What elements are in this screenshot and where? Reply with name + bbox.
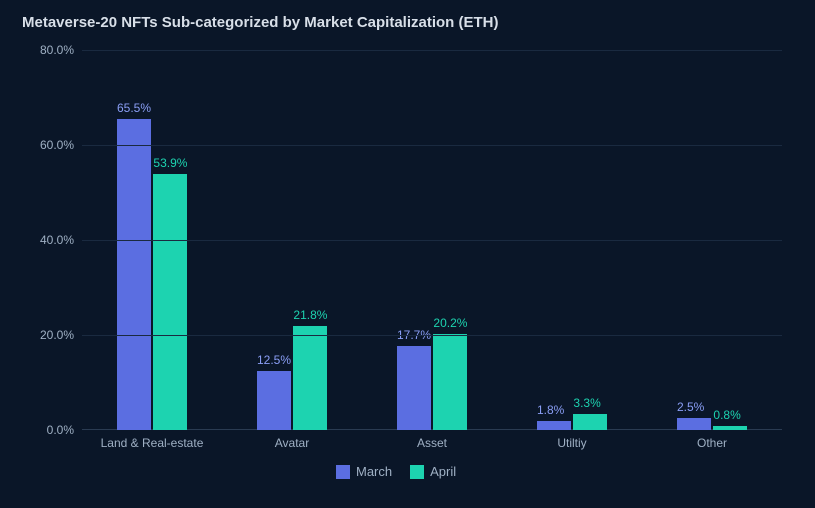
bar-value-label: 65.5%: [117, 101, 151, 115]
bar-value-label: 20.2%: [433, 316, 467, 330]
y-tick-label: 20.0%: [40, 328, 82, 342]
bar-value-label: 21.8%: [293, 308, 327, 322]
bar-value-label: 0.8%: [713, 408, 740, 422]
bar-value-label: 53.9%: [153, 156, 187, 170]
chart-title: Metaverse-20 NFTs Sub-categorized by Mar…: [22, 14, 499, 31]
y-tick-label: 60.0%: [40, 138, 82, 152]
legend-swatch: [336, 465, 350, 479]
bar-value-label: 1.8%: [537, 403, 564, 417]
x-tick-label: Asset: [417, 430, 447, 450]
x-tick-label: Other: [697, 430, 727, 450]
legend-label: March: [356, 464, 392, 479]
legend: March April: [336, 464, 456, 479]
x-tick-label: Avatar: [275, 430, 309, 450]
gridline: [82, 50, 782, 51]
bar-value-label: 3.3%: [573, 396, 600, 410]
y-tick-label: 80.0%: [40, 43, 82, 57]
y-tick-label: 0.0%: [47, 423, 82, 437]
bar-value-label: 12.5%: [257, 353, 291, 367]
bar: [257, 371, 291, 430]
bar: [433, 334, 467, 430]
chart-container: Metaverse-20 NFTs Sub-categorized by Mar…: [0, 0, 815, 508]
x-tick-label: Utiltiy: [557, 430, 586, 450]
bar: [537, 421, 571, 430]
bar: [573, 414, 607, 430]
bar-value-label: 2.5%: [677, 400, 704, 414]
y-tick-label: 40.0%: [40, 233, 82, 247]
gridline: [82, 145, 782, 146]
legend-label: April: [430, 464, 456, 479]
gridline: [82, 335, 782, 336]
legend-item: April: [410, 464, 456, 479]
plot-area: 65.5%53.9%Land & Real-estate12.5%21.8%Av…: [82, 50, 782, 430]
bar: [293, 326, 327, 430]
legend-swatch: [410, 465, 424, 479]
legend-item: March: [336, 464, 392, 479]
x-tick-label: Land & Real-estate: [101, 430, 204, 450]
bar: [677, 418, 711, 430]
bar: [153, 174, 187, 430]
bar: [117, 119, 151, 430]
bar: [397, 346, 431, 430]
gridline: [82, 240, 782, 241]
